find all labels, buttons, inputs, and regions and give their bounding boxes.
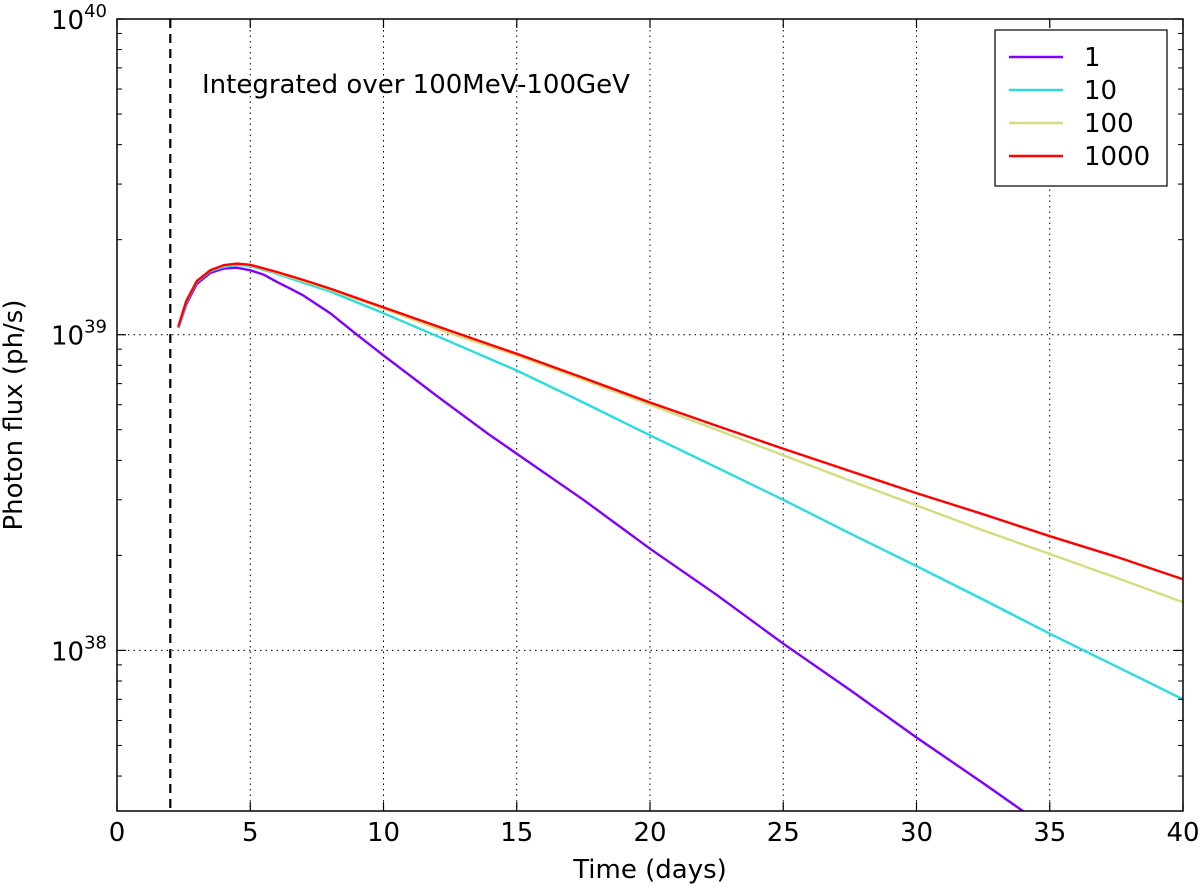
x-tick-label: 15 xyxy=(500,818,533,848)
x-tick-label: 35 xyxy=(1033,818,1066,848)
x-tick-label: 0 xyxy=(109,818,126,848)
y-tick-exponent: 38 xyxy=(84,632,107,653)
legend-label: 100 xyxy=(1084,109,1134,139)
x-tick-label: 20 xyxy=(633,818,666,848)
x-tick-label: 10 xyxy=(367,818,400,848)
series-line-1000 xyxy=(177,262,1183,581)
legend-label: 1 xyxy=(1084,43,1101,73)
y-axis-title: Photon flux (ph/s) xyxy=(0,300,29,531)
x-tick-label: 30 xyxy=(900,818,933,848)
y-tick-exponent: 40 xyxy=(84,1,107,22)
series-line-10 xyxy=(177,263,1183,701)
x-axis-title: Time (days) xyxy=(572,855,727,885)
x-tick-label: 25 xyxy=(767,818,800,848)
annotation-text: Integrated over 100MeV-100GeV xyxy=(202,70,630,100)
series-layer xyxy=(177,262,1183,811)
y-tick-exponent: 39 xyxy=(84,317,107,338)
series-line-100 xyxy=(177,262,1183,604)
x-tick-label: 40 xyxy=(1166,818,1199,848)
x-axis-ticks: 0 5 10 15 20 25 30 35 40 xyxy=(109,19,1200,848)
x-tick-label: 5 xyxy=(242,818,259,848)
y-tick-label: 1040 xyxy=(51,1,107,36)
y-tick-base: 10 xyxy=(51,637,84,667)
legend-label: 10 xyxy=(1084,76,1117,106)
legend-label: 1000 xyxy=(1084,142,1150,172)
series-line-1 xyxy=(177,266,1025,811)
y-tick-label: 1038 xyxy=(51,632,107,667)
y-tick-base: 10 xyxy=(51,6,84,36)
y-tick-base: 10 xyxy=(51,322,84,352)
y-tick-label: 1039 xyxy=(51,317,107,352)
